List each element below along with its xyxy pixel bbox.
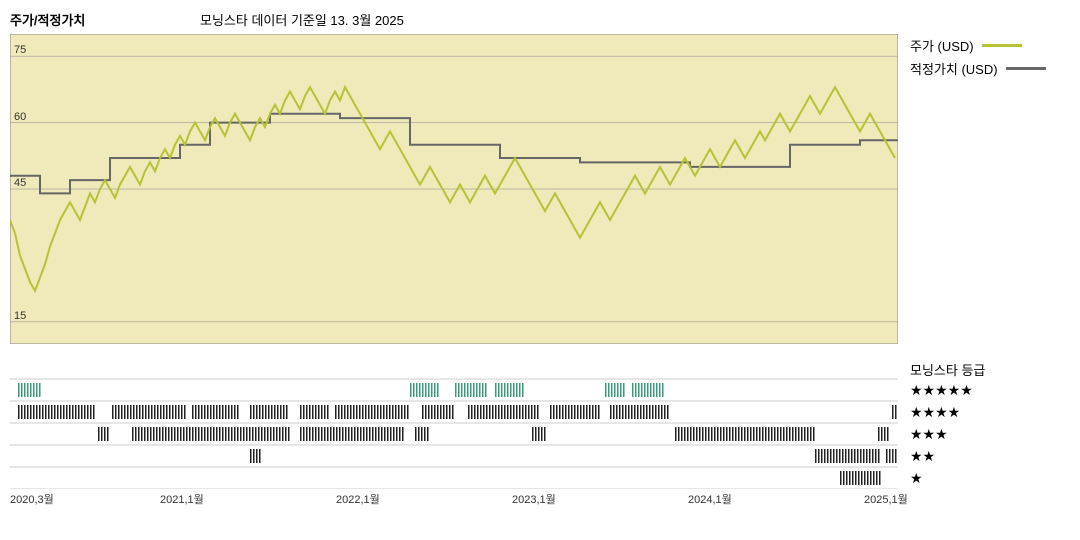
legend-price: 주가 (USD)	[910, 36, 1046, 55]
x-tick-label: 2021,1월	[160, 491, 204, 507]
legend-price-label: 주가 (USD)	[910, 36, 974, 55]
star-row: ★★★	[910, 423, 973, 445]
legend-fair: 적정가치 (USD)	[910, 59, 1046, 78]
star-row: ★★★★★	[910, 379, 973, 401]
star-rating-labels: ★★★★★★★★★★★★★★★	[910, 379, 973, 489]
x-tick-label: 2024,1월	[688, 491, 732, 507]
x-tick-label: 2020,3월	[10, 491, 54, 507]
star-row: ★★★★	[910, 401, 973, 423]
y-tick-label: 60	[14, 111, 26, 123]
star-row: ★	[910, 467, 973, 489]
star-row: ★★	[910, 445, 973, 467]
x-tick-label: 2022,1월	[336, 491, 380, 507]
chart-title: 주가/적정가치	[10, 10, 85, 29]
legend-fair-label: 적정가치 (USD)	[910, 59, 998, 78]
x-tick-label: 2023,1월	[512, 491, 556, 507]
legend: 주가 (USD) 적정가치 (USD)	[910, 36, 1046, 82]
legend-fair-swatch	[1006, 67, 1046, 70]
y-tick-label: 75	[14, 44, 26, 56]
y-tick-label: 15	[14, 310, 26, 322]
chart-subtitle: 모닝스타 데이터 기준일 13. 3월 2025	[200, 10, 404, 29]
legend-price-swatch	[982, 44, 1022, 47]
x-tick-label: 2025,1월	[864, 491, 908, 507]
y-tick-label: 45	[14, 177, 26, 189]
rating-title: 모닝스타 등급	[910, 360, 985, 379]
